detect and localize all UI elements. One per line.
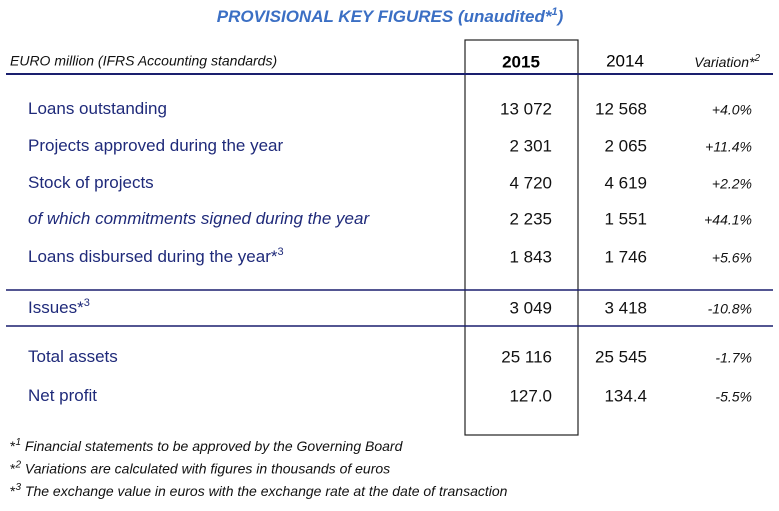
footnote-text: Variations are calculated with figures i… [21,460,390,476]
title: PROVISIONAL KEY FIGURES (unaudited*1) [217,6,564,27]
variation-value: -5.5% [715,389,752,405]
footnote-num: 2 [14,459,21,470]
previous-value: 1 551 [604,209,647,228]
row-label-text: Net profit [28,386,97,405]
current-value: 3 049 [509,298,552,317]
footnote: *2 Variations are calculated with figure… [10,459,390,476]
previous-value: 134.4 [604,386,647,405]
current-year-header: 2015 [502,52,540,71]
row-label: Total assets [28,347,118,366]
row-label: of which commitments signed during the y… [28,209,370,228]
title-sup: 1 [551,6,557,18]
variation-header-text: Variation* [694,54,755,70]
current-value: 1 843 [509,247,552,266]
footnote-mark: * [10,460,16,476]
row-label-text: Projects approved during the year [28,136,283,155]
column-label-header: EURO million (IFRS Accounting standards) [10,53,277,69]
row-label: Issues*3 [28,297,90,318]
row-label: Stock of projects [28,173,154,192]
current-value: 13 072 [500,99,552,118]
previous-value: 1 746 [604,247,647,266]
row-label-text: Stock of projects [28,173,154,192]
previous-value: 4 619 [604,173,647,192]
variation-value: +11.4% [705,139,752,155]
row-label-text: of which commitments signed during the y… [28,209,370,228]
title-close: ) [556,7,564,26]
current-value: 2 301 [509,136,552,155]
current-value: 25 116 [501,347,552,366]
previous-value: 12 568 [595,99,647,118]
row-label-text: Issues* [28,298,84,317]
current-value: 2 235 [509,209,552,228]
footnote-mark: * [10,438,16,454]
footnote-text: The exchange value in euros with the exc… [21,483,508,499]
footnote-num: 3 [15,482,21,493]
footnote: *1 Financial statements to be approved b… [10,437,404,454]
variation-value: +2.2% [712,176,752,192]
variation-value: +44.1% [704,212,752,228]
current-year-box [464,39,579,436]
row-label-text: Total assets [28,347,118,366]
row-label: Loans outstanding [28,99,167,118]
variation-value: -10.8% [708,301,752,317]
variation-header-sup: 2 [753,53,760,64]
previous-value: 3 418 [604,298,647,317]
row-label-text: Loans disbursed during the year* [28,247,278,266]
variation-header: Variation*2 [694,53,760,70]
previous-year-header: 2014 [606,51,644,70]
previous-value: 2 065 [604,136,647,155]
footnote-num: 1 [15,437,21,448]
row-label-sup: 3 [84,297,90,309]
previous-value: 25 545 [595,347,647,366]
footnote-text: Financial statements to be approved by t… [21,438,404,454]
variation-value: +5.6% [712,250,752,266]
footnote-mark: * [10,483,16,499]
title-text: PROVISIONAL KEY FIGURES (unaudited* [217,7,553,26]
footnote: *3 The exchange value in euros with the … [10,482,508,499]
current-value: 127.0 [509,386,552,405]
row-label: Projects approved during the year [28,136,283,155]
row-label: Net profit [28,386,97,405]
row-label: Loans disbursed during the year*3 [28,246,284,267]
variation-value: -1.7% [715,350,752,366]
row-label-text: Loans outstanding [28,99,167,118]
current-value: 4 720 [509,173,552,192]
row-label-sup: 3 [278,246,284,258]
variation-value: +4.0% [712,102,752,118]
